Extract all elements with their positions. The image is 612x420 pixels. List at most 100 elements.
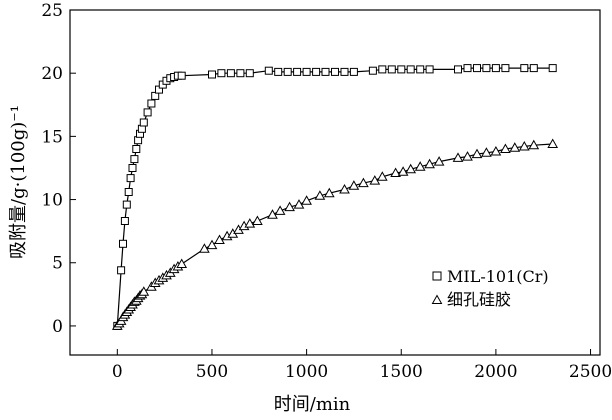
data-point-mil101 [130,155,139,164]
data-point-silica-gel [244,218,256,228]
data-point-silica-gel [405,163,417,174]
data-point-mil101 [520,64,529,73]
data-point-silica-gel [274,205,286,215]
series-layer [111,64,559,330]
data-point-mil101 [274,67,283,76]
data-point-mil101 [264,66,273,75]
data-point-silica-gel [490,145,502,156]
data-point-mil101 [463,64,472,73]
data-point-silica-gel [518,140,530,151]
data-point-mil101 [293,67,302,76]
legend-label-silica-gel: 细孔硅胶 [447,290,511,309]
data-point-silica-gel [414,161,426,171]
data-point-mil101 [397,65,406,74]
data-point-silica-gel [138,286,150,296]
x-tick-label: 2000 [474,362,517,382]
y-tick-label: 10 [41,191,63,211]
data-point-silica-gel [471,148,483,159]
data-point-silica-gel [348,180,360,190]
data-point-silica-gel [462,151,473,161]
data-point-mil101 [501,64,510,73]
data-point-silica-gel [369,175,381,185]
y-axis-title: 吸附量/g·(100g)⁻¹ [8,105,29,259]
data-point-silica-gel [214,234,225,244]
legend-square-marker [432,271,442,281]
y-axis: 0 5 10 15 20 25 [41,1,76,337]
data-point-silica-gel [481,147,492,157]
data-point-silica-gel [267,209,278,219]
data-point-mil101 [119,239,127,248]
y-tick-label: 5 [52,254,63,274]
data-point-mil101 [302,67,311,76]
data-point-mil101 [126,174,135,183]
data-point-silica-gel [528,139,540,150]
data-point-mil101 [217,69,226,78]
data-point-silica-gel [358,177,369,188]
legend: MIL-101(Cr) 细孔硅胶 [431,267,549,309]
data-point-silica-gel [509,142,521,152]
data-point-silica-gel [376,171,388,181]
series-line-mil101 [116,67,553,326]
data-point-silica-gel [424,158,435,169]
x-axis-title: 时间/min [274,394,351,415]
data-point-mil101 [529,64,538,73]
data-point-silica-gel [206,239,218,250]
data-point-mil101 [226,69,235,78]
data-point-mil101 [473,64,481,73]
data-point-silica-gel [314,190,326,200]
x-tick-label: 0 [112,362,123,382]
data-point-mil101 [387,65,396,74]
data-point-silica-gel [323,187,335,198]
data-point-mil101 [147,99,156,108]
data-point-mil101 [425,65,434,74]
data-point-mil101 [349,67,358,76]
data-point-silica-gel [547,138,559,148]
data-point-mil101 [143,108,152,117]
legend-label-mil101: MIL-101(Cr) [447,267,549,286]
data-point-mil101 [245,69,254,78]
x-tick-label: 500 [196,362,228,382]
data-point-silica-gel [433,156,445,166]
data-point-silica-gel [397,166,409,176]
data-point-mil101 [177,71,186,80]
data-point-mil101 [117,266,126,275]
x-axis: 0 500 1000 1500 2000 2500 [112,349,612,382]
data-point-mil101 [139,118,148,127]
data-point-mil101 [482,64,491,73]
x-tick-label: 1500 [380,362,423,382]
data-point-mil101 [416,65,425,74]
data-point-mil101 [368,66,377,75]
data-point-silica-gel [339,183,350,194]
data-point-silica-gel [301,195,312,205]
data-point-mil101 [340,67,349,76]
y-tick-label: 25 [41,1,63,21]
data-point-mil101 [283,67,292,76]
y-tick-label: 0 [52,317,63,337]
data-point-mil101 [124,188,133,196]
legend-triangle-marker [431,294,443,304]
data-point-mil101 [236,69,245,78]
data-point-silica-gel [176,258,188,268]
data-point-mil101 [331,67,339,76]
data-point-mil101 [120,217,129,225]
plot-frame [69,9,601,356]
x-tick-label: 1000 [285,362,328,382]
data-point-mil101 [128,164,137,172]
data-point-mil101 [454,65,462,74]
data-point-mil101 [491,64,500,73]
data-point-mil101 [312,67,321,76]
data-point-silica-gel [452,152,464,162]
data-point-silica-gel [252,215,263,225]
data-point-mil101 [321,67,330,76]
data-point-silica-gel [293,199,305,209]
x-tick-label: 2500 [569,362,612,382]
y-tick-label: 20 [41,64,63,84]
data-point-mil101 [132,145,141,153]
data-point-mil101 [548,64,557,73]
data-point-silica-gel [199,243,210,253]
data-point-silica-gel [500,143,511,153]
data-point-mil101 [406,65,415,74]
data-point-silica-gel [284,201,295,212]
data-point-mil101 [378,65,387,74]
